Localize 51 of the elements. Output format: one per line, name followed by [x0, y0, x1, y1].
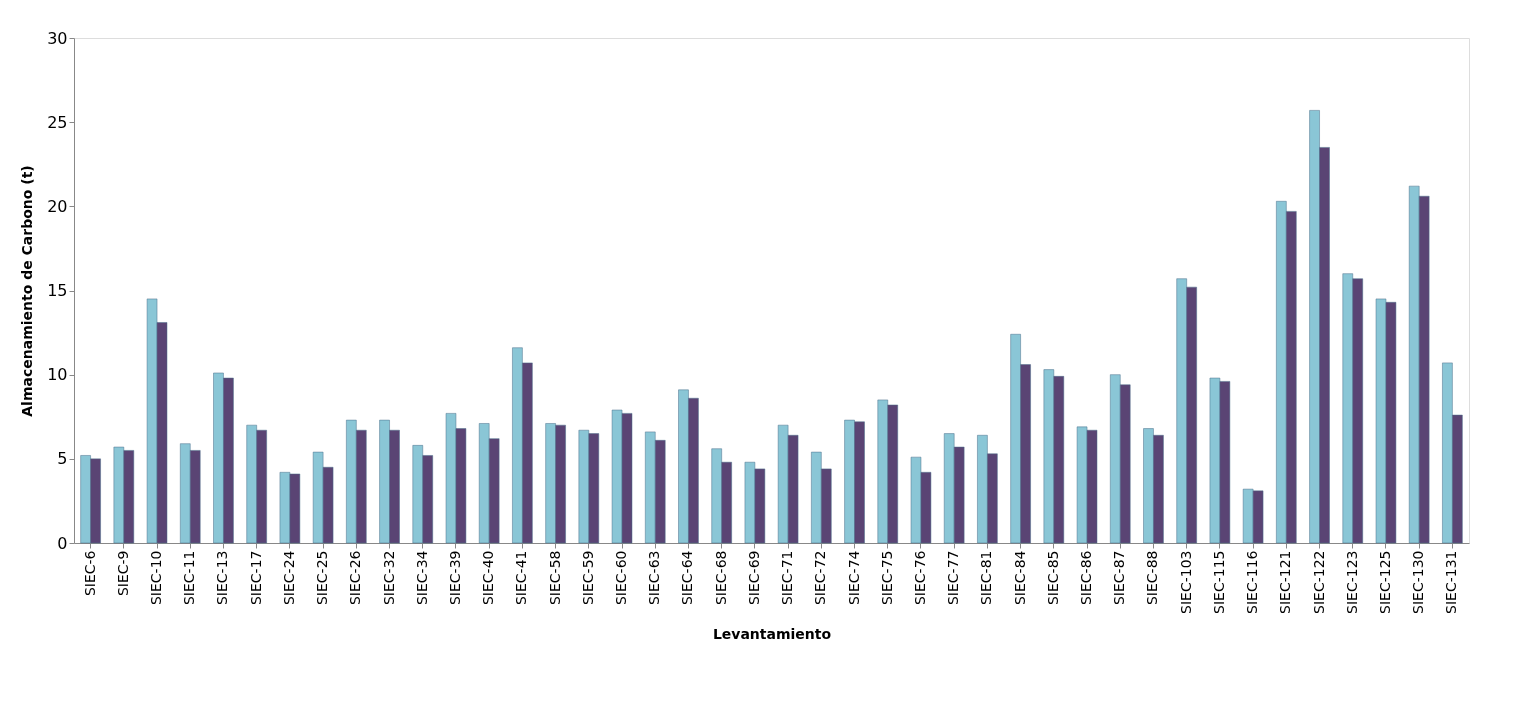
x-tick-label: SIEC-59 — [579, 550, 596, 606]
y-tick-label: 20 — [47, 196, 68, 216]
x-tick-label: SIEC-87 — [1111, 550, 1128, 606]
x-tick-label: SIEC-122 — [1310, 550, 1327, 614]
x-tick-label: SIEC-121 — [1277, 550, 1294, 614]
y-tick-label: 25 — [47, 112, 68, 132]
x-tick-label: SIEC-71 — [779, 550, 796, 606]
x-tick-label: SIEC-72 — [812, 550, 829, 606]
x-tick-label: SIEC-64 — [679, 550, 696, 606]
x-tick-label: SIEC-17 — [247, 550, 264, 606]
x-tick-label: SIEC-40 — [480, 550, 497, 606]
x-tick-label: SIEC-60 — [613, 550, 630, 606]
x-tick-label: SIEC-116 — [1244, 550, 1261, 614]
x-tick-label: SIEC-88 — [1144, 550, 1161, 606]
x-tick-label: SIEC-6 — [81, 550, 98, 597]
x-tick-label: SIEC-77 — [945, 550, 962, 606]
x-tick-label: SIEC-34 — [413, 550, 430, 606]
x-tick-label: SIEC-75 — [878, 550, 895, 606]
x-tick-label: SIEC-74 — [845, 550, 862, 606]
y-tick-label: 10 — [47, 365, 68, 385]
x-tick-label: SIEC-24 — [280, 550, 297, 606]
y-tick-label: 30 — [47, 28, 68, 48]
x-tick-label: SIEC-76 — [911, 550, 928, 606]
x-tick-label: SIEC-39 — [446, 550, 463, 606]
x-tick-label: SIEC-13 — [214, 550, 231, 606]
x-tick-label: SIEC-125 — [1376, 550, 1393, 614]
x-axis-title: Levantamiento — [712, 625, 832, 642]
x-tick-label: SIEC-9 — [114, 550, 131, 597]
x-tick-label: SIEC-85 — [1044, 550, 1061, 606]
x-tick-label: SIEC-25 — [314, 550, 331, 606]
x-tick-label: SIEC-58 — [546, 550, 563, 606]
x-tick-label: SIEC-63 — [646, 550, 663, 606]
x-tick-label: SIEC-26 — [347, 550, 364, 606]
x-tick-label: SIEC-68 — [712, 550, 729, 606]
x-tick-label: SIEC-41 — [513, 550, 530, 606]
y-tick-label: 15 — [47, 281, 68, 300]
y-tick-label: 0 — [57, 533, 68, 553]
x-tick-label: SIEC-123 — [1343, 550, 1360, 614]
y-tick-label: 5 — [57, 449, 68, 469]
x-tick-label: SIEC-86 — [1078, 550, 1095, 606]
y-axis-title: Almacenamiento de Carbono (t) — [19, 165, 36, 417]
x-tick-label: SIEC-131 — [1443, 550, 1460, 614]
x-tick-label: SIEC-32 — [380, 550, 397, 606]
x-tick-label: SIEC-115 — [1210, 550, 1227, 614]
x-tick-label: SIEC-130 — [1410, 550, 1427, 614]
x-tick-label: SIEC-81 — [978, 550, 995, 606]
x-tick-label: SIEC-10 — [148, 550, 165, 606]
x-tick-label: SIEC-11 — [181, 550, 198, 606]
x-tick-label: SIEC-103 — [1177, 550, 1194, 614]
x-tick-label: SIEC-84 — [1011, 550, 1028, 606]
x-tick-label: SIEC-69 — [745, 550, 762, 606]
